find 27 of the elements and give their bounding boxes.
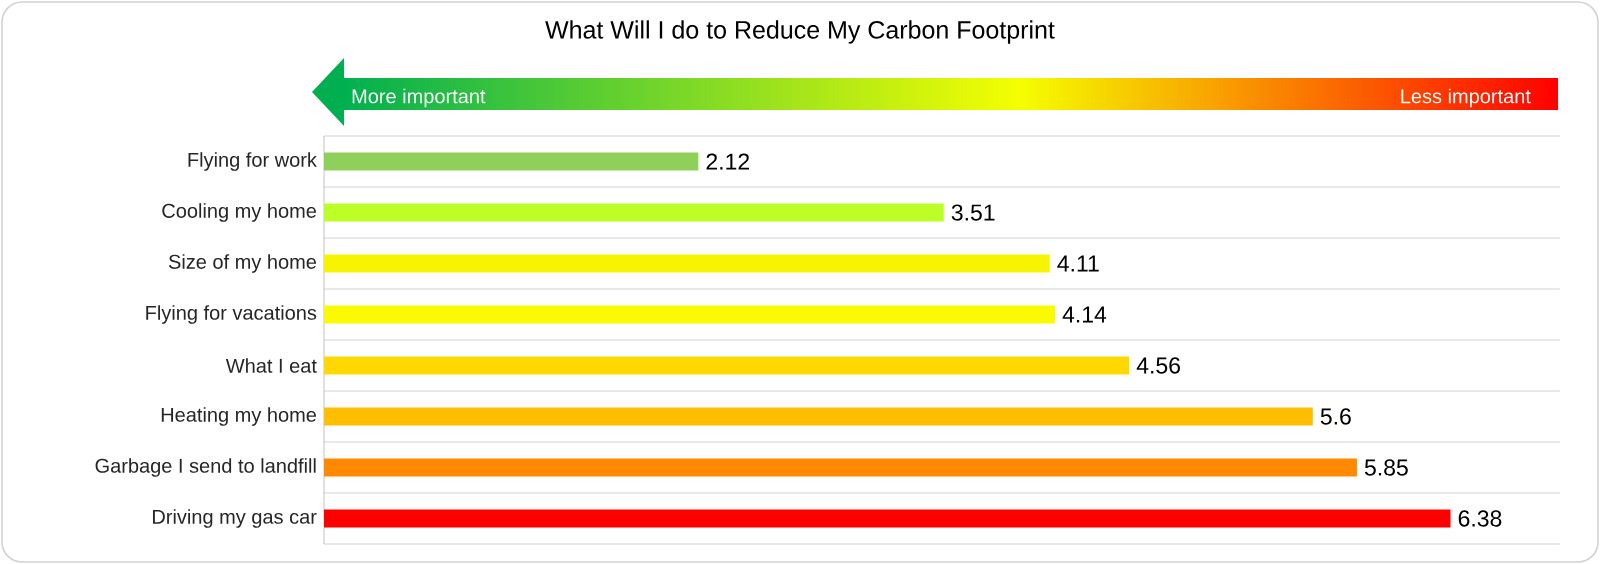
bar	[324, 509, 1451, 528]
y-tick-label: Size of my home	[168, 254, 317, 273]
data-label: 5.85	[1364, 459, 1408, 476]
bar	[324, 203, 944, 222]
y-tick-label: Flying for work	[188, 152, 317, 171]
y-tick-label: What I eat	[225, 358, 317, 373]
data-label: 3.51	[951, 204, 995, 221]
data-label: 4.14	[1062, 306, 1107, 323]
y-tick-label: Driving my gas car	[152, 509, 317, 528]
text: Less important	[1401, 88, 1531, 108]
y-tick-label: Flying for vacations	[146, 305, 317, 324]
bar	[324, 254, 1050, 273]
data-label: 4.56	[1136, 357, 1180, 374]
data-label: 4.11	[1057, 255, 1099, 272]
text: More important	[352, 88, 486, 108]
y-tick-label: Garbage I send to landfill	[95, 458, 316, 477]
data-label: 6.38	[1458, 510, 1502, 527]
chart-title: What Will I do to Reduce My Carbon Footprint	[545, 20, 1055, 44]
bar	[324, 458, 1357, 477]
bar	[324, 407, 1313, 426]
data-label: 5.6	[1320, 408, 1351, 425]
bar	[324, 152, 699, 171]
y-tick-label: Heating my home	[161, 407, 317, 426]
bar	[324, 356, 1130, 375]
data-label: 2.12	[706, 153, 750, 170]
bar	[324, 305, 1055, 324]
y-tick-label: Cooling my home	[162, 203, 316, 222]
